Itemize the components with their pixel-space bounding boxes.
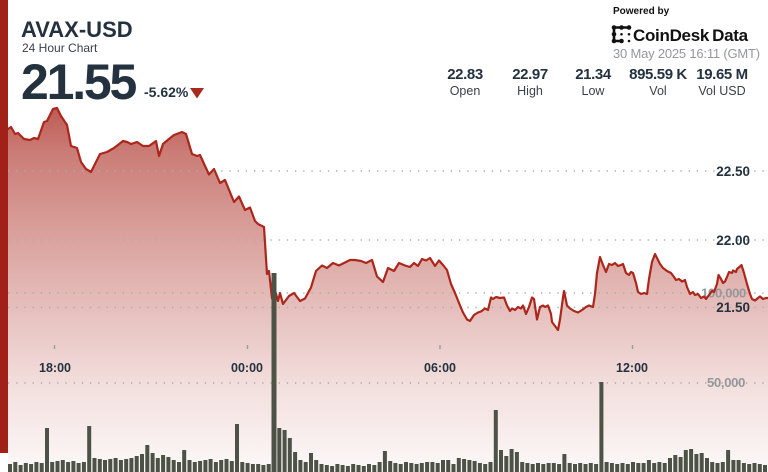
- svg-text:50,000: 50,000: [707, 375, 745, 390]
- svg-text:100,000: 100,000: [701, 286, 746, 301]
